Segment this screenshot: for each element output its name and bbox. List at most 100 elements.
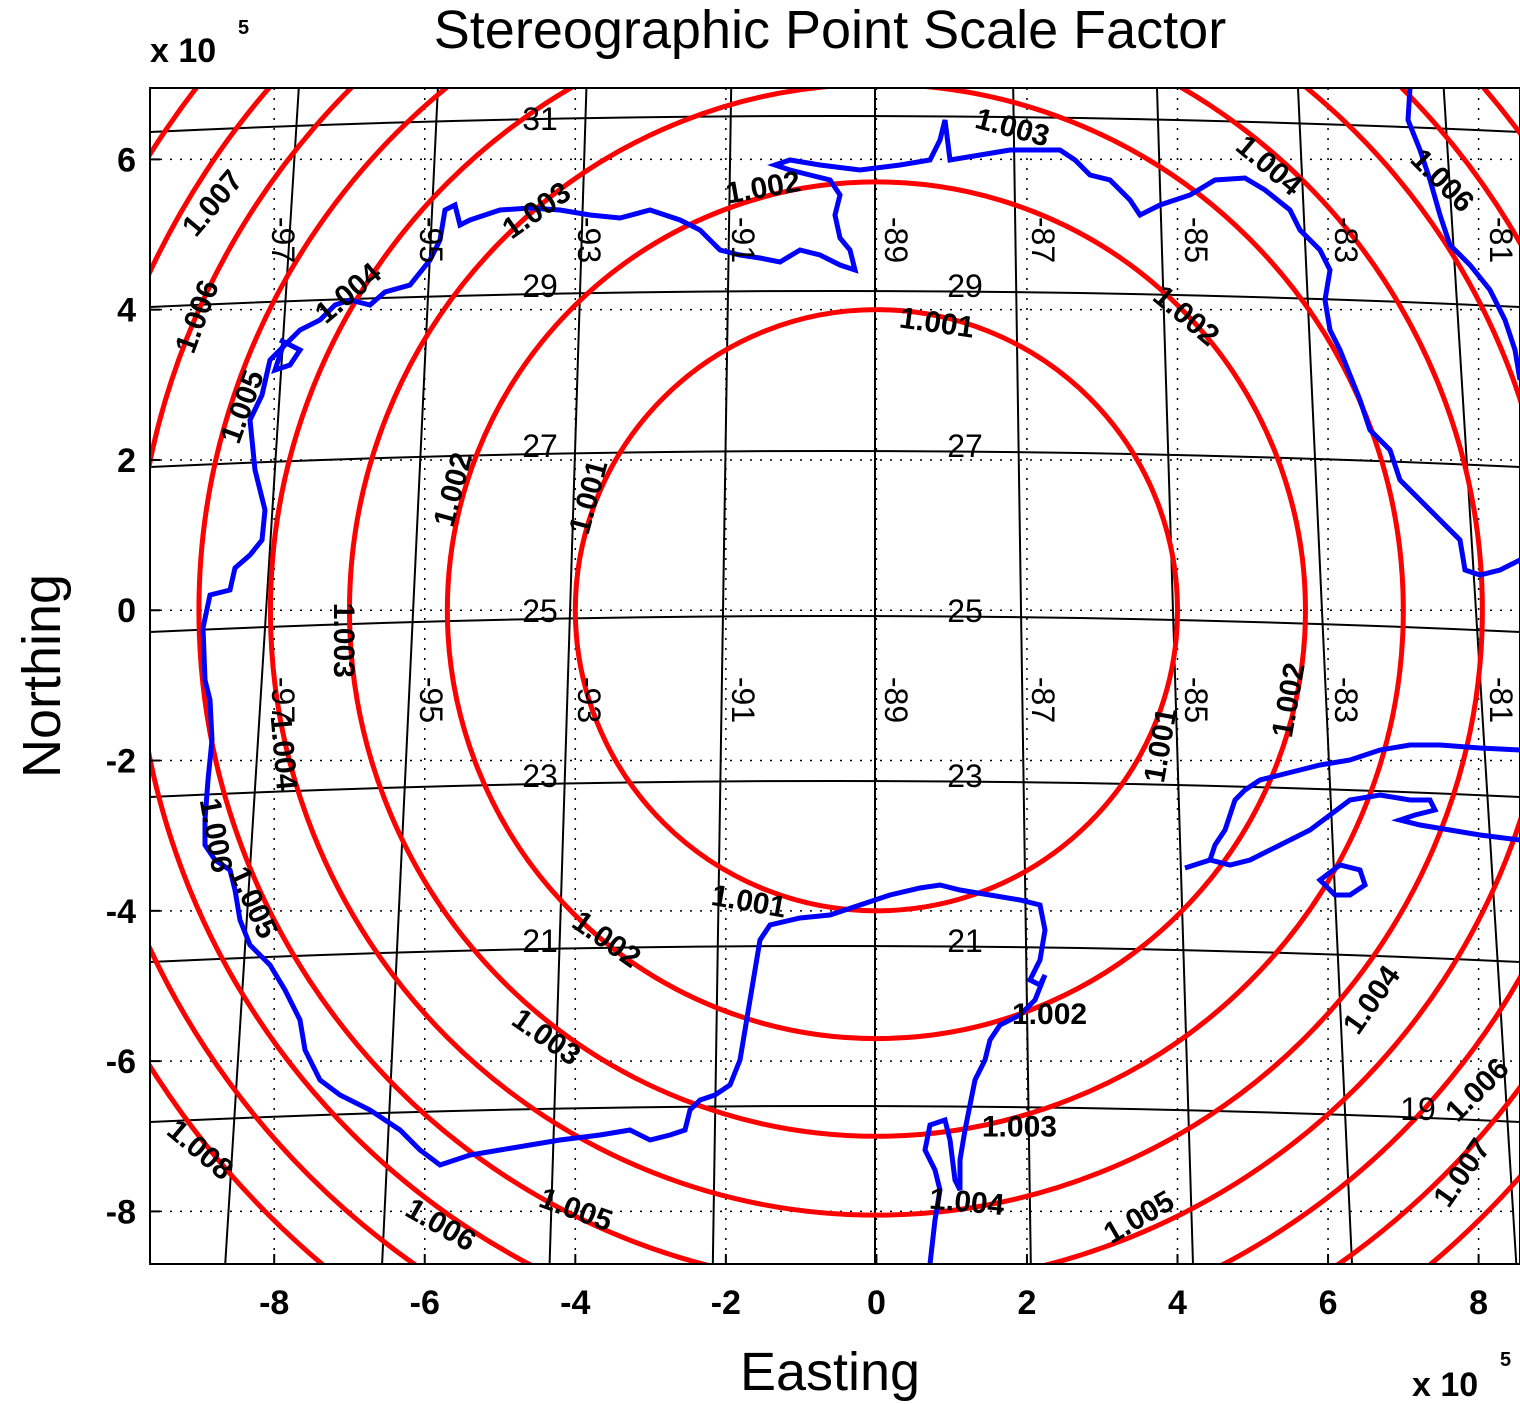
y-axis-label: Northing [12,574,72,778]
meridian-line [1156,88,1194,1264]
longitude-label: -93 [571,677,607,723]
contour-label: 1.008 [161,1113,240,1187]
longitude-label: -81 [1483,217,1519,263]
plot-frame [149,87,1520,1265]
x-tick-label: -6 [410,1284,440,1322]
y-multiplier-exponent: 5 [238,17,249,39]
contour-1.001 [572,307,1181,914]
coastline-east [1184,742,1520,871]
contour-label: 1.002 [723,165,803,211]
longitude-label: -97 [265,677,301,723]
latitude-label: 25 [947,593,983,629]
longitude-label: -89 [878,677,914,723]
x-multiplier: x 10 5 [1412,1349,1511,1404]
contour-label: 1.003 [327,603,360,678]
contour-labels: 1.001 1.001 1.001 1.001 1.002 1.002 1.002 1.002… [161,102,1516,1258]
contour-label: 1.006 [169,276,226,358]
x-tick-label: -4 [560,1284,590,1322]
contour-label: 1.006 [400,1192,482,1258]
y-tick-label: 6 [117,141,136,179]
plot-area: 1.001 1.001 1.001 1.001 1.002 1.002 1.002 1.002… [150,88,1520,1264]
parallel-line [150,945,1520,963]
latitude-label: 23 [522,758,558,794]
graticule-labels: 31 29 29 27 27 25 25 23 23 21 21 19 -97 -97 -95 -95 -93 -… [265,101,1519,1127]
contour-label: 1.002 [566,905,646,975]
longitude-label: -95 [413,677,449,723]
latitude-label: 29 [522,268,558,304]
contour-label: 1.003 [506,1002,586,1072]
contour-1.003 [347,88,1406,1139]
x-axis: -8 -6 -4 -2 0 2 4 6 8 [259,1254,1488,1322]
longitude-label: -87 [1025,217,1061,263]
x-tick-label: 6 [1319,1284,1338,1322]
grid-lines [150,88,1520,1264]
contour-label: 1.004 [928,1183,1006,1222]
contour-label: 1.006 [193,796,239,876]
parallel-line [150,615,1520,633]
coastline-northeast [1405,88,1520,381]
latitude-label: 25 [522,593,558,629]
contour-label: 1.002 [1266,660,1312,740]
chart-title: Stereographic Point Scale Factor [434,0,1226,60]
latitude-label: 29 [947,268,983,304]
y-tick-label: -2 [106,743,136,781]
contour-lines [150,88,1520,1264]
contour-label: 1.002 [1012,998,1087,1031]
longitude-label: -85 [1178,217,1214,263]
x-multiplier-text: x 10 [1412,1366,1478,1404]
meridian-line [548,88,588,1264]
contour-1.005 [196,88,1520,1264]
latitude-label: 27 [947,428,983,464]
longitude-label: -87 [1025,677,1061,723]
contour-label: 1.007 [1427,1133,1497,1213]
contour-label: 1.001 [897,302,976,345]
contour-label: 1.001 [709,879,789,925]
latitude-label: 27 [522,428,558,464]
contour-label: 1.005 [222,862,284,944]
longitude-label: -97 [265,217,301,263]
meridian-line [1297,88,1353,1264]
contour-label: 1.006 [1404,143,1480,219]
longitude-label: -91 [725,677,761,723]
x-tick-label: 0 [867,1284,886,1322]
parallel-line [150,780,1520,798]
x-multiplier-exponent: 5 [1500,1349,1511,1371]
parallel-line [150,1105,1520,1123]
meridian-line [1012,88,1032,1264]
contour-label: 1.003 [497,176,577,246]
longitude-label: -91 [725,217,761,263]
y-tick-label: 2 [117,442,136,480]
longitude-label: -93 [571,217,607,263]
y-tick-label: -4 [106,893,136,931]
contour-1.002 [444,179,1308,1042]
longitude-label: -89 [878,217,914,263]
longitude-label: -85 [1178,677,1214,723]
latitude-label: 31 [522,101,558,137]
longitude-label: -83 [1328,217,1364,263]
x-tick-label: -2 [711,1284,741,1322]
latitude-label: 19 [1400,1091,1436,1127]
y-tick-label: 4 [117,292,136,330]
latitude-label: 21 [947,923,983,959]
coastline-west [200,627,1048,1264]
contour-label: 1.001 [563,457,614,538]
coastline-north [200,119,1520,629]
x-tick-label: 2 [1017,1284,1036,1322]
contour-label: 1.001 [1138,705,1184,785]
coastline-snippet [271,337,304,374]
contour-label: 1.003 [982,1111,1057,1144]
y-tick-label: -6 [106,1043,136,1081]
meridian-line [711,88,733,1264]
contour-label: 1.002 [428,449,479,530]
coastline [200,88,1520,1264]
y-axis: 6 4 2 0 -2 -4 -6 -8 [106,141,160,1231]
longitude-label: -81 [1483,677,1519,723]
x-tick-label: 4 [1168,1284,1187,1322]
contour-label: 1.004 [1337,960,1407,1041]
contour-label: 1.005 [214,366,271,448]
latitude-label: 23 [947,758,983,794]
x-tick-label: 8 [1469,1284,1488,1322]
coastline-east-island [1316,862,1368,898]
y-tick-label: -8 [106,1193,136,1231]
